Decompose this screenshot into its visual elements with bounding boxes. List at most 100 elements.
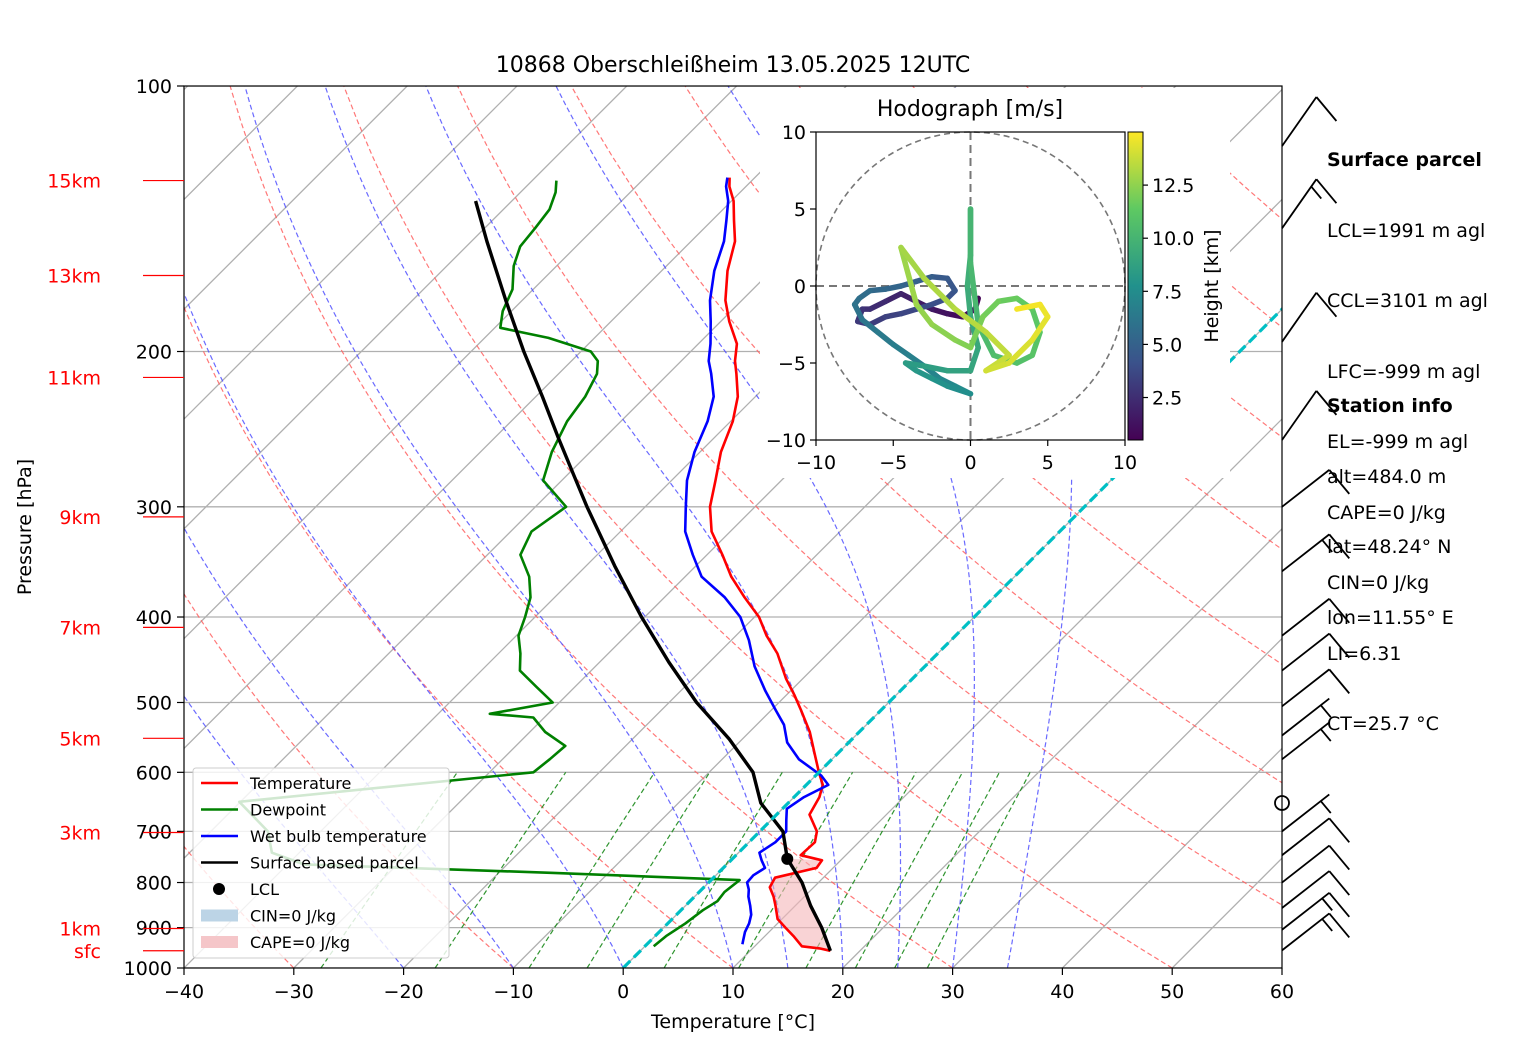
legend-label: LCL (250, 880, 279, 899)
hodograph-segment (875, 329, 896, 348)
legend-box (192, 767, 450, 959)
isotherm (1061, 747, 1282, 968)
moist-adiabat (184, 291, 624, 968)
parcel-info-line: LCL=1991 m agl (1327, 219, 1486, 242)
wind-barb (1274, 795, 1290, 811)
wind-barb (1281, 721, 1332, 761)
barb-flag (1328, 469, 1350, 495)
isotherm (184, 86, 847, 750)
pressure-tick-label: 400 (136, 607, 172, 629)
hodograph-segment (851, 301, 866, 323)
station-info-line: alt=484.0 m (1327, 465, 1447, 488)
wind-barb (1281, 598, 1350, 637)
series-wet-bulb-temperature (683, 177, 830, 945)
hodograph-segment (964, 283, 974, 320)
hodograph-background (760, 88, 1230, 478)
lcl-marker (781, 852, 794, 865)
series-surface-based-parcel (473, 200, 832, 952)
barb-shaft (1281, 870, 1330, 909)
height-tick-label: 3km (59, 822, 101, 844)
x-ticks: −40 −30 −20 −10 0 10 20 30 40 50 60 (164, 968, 1294, 1003)
cape-area (769, 858, 831, 951)
isotherm (184, 86, 408, 311)
mixing-ratio-line (434, 771, 567, 968)
hodograph-segment (952, 337, 974, 351)
isotherm (184, 86, 518, 420)
x-axis-label: Temperature [°C] (650, 1011, 815, 1033)
hodograph-segment (995, 295, 1020, 305)
barb-flag (1328, 845, 1350, 871)
hodograph-segment (913, 367, 935, 382)
series-temperature (708, 177, 831, 953)
parcel-info-panel: Surface parcel LCL=1991 m agl CCL=3101 m… (1327, 102, 1488, 760)
barb-shaft (1281, 721, 1330, 761)
hodograph-segment (921, 275, 958, 312)
height-tick-label: 7km (59, 617, 101, 639)
mixing-ratio-line (528, 771, 656, 968)
x-tick-label: 10 (721, 981, 745, 1003)
dry-adiabat (570, 86, 1282, 784)
hodograph-x-label: 10 (1113, 452, 1137, 474)
legend-swatch (201, 909, 238, 922)
pressure-tick-label: 300 (136, 497, 172, 519)
height-tick-label: sfc (74, 941, 101, 963)
height-tick-label: 9km (59, 507, 101, 529)
moist-adiabat (425, 86, 844, 968)
moist-adiabat (244, 86, 734, 968)
colorbar-tick-label: 10.0 (1152, 228, 1194, 250)
barb-shaft (1281, 892, 1330, 931)
hodograph-y-label: 0 (794, 276, 806, 298)
hodograph-segment (882, 290, 904, 305)
hodograph-segment (1029, 329, 1043, 359)
hodograph-y-label: −10 (766, 430, 806, 452)
hodograph-y-label: 10 (782, 122, 806, 144)
barb-shaft (1281, 844, 1330, 884)
barb-shaft (1281, 598, 1330, 637)
moist-adiabat (324, 86, 789, 968)
x-tick-label: −20 (384, 981, 424, 1003)
barb-shaft (1281, 96, 1318, 147)
mixing-ratio-line (926, 772, 1031, 968)
mixing-ratio-line (586, 771, 711, 968)
wind-barb (1281, 912, 1350, 952)
height-tick-label: 5km (59, 728, 101, 750)
wind-barb (1281, 870, 1350, 909)
x-tick-label: 30 (941, 981, 965, 1003)
hodograph-segment (913, 301, 935, 328)
hodograph-segment (1014, 352, 1036, 366)
pressure-tick-label: 100 (136, 76, 172, 98)
wind-barb (1281, 817, 1350, 856)
hodograph-segment (898, 244, 920, 308)
hodograph-segment (980, 298, 1002, 320)
pressure-tick-label: 1000 (124, 958, 172, 980)
wind-barb (1281, 793, 1332, 833)
mixing-ratio-line (663, 771, 783, 968)
wind-barb (1281, 390, 1338, 441)
barb-shaft (1281, 292, 1318, 343)
wind-barb (1281, 668, 1350, 708)
legend-label: Wet bulb temperature (250, 827, 427, 846)
colorbar-tick-label: 2.5 (1152, 388, 1182, 410)
barb-shaft (1281, 632, 1330, 672)
parcel-info-line: CT=25.7 °C (1327, 713, 1439, 735)
hodograph-segment (983, 360, 1012, 374)
wind-barb (1281, 632, 1350, 672)
parcel-info-line: CCL=3101 m agl (1327, 290, 1488, 312)
hodograph-y-label: 5 (794, 199, 806, 221)
hodograph-segment (921, 363, 951, 374)
barb-shaft (1281, 390, 1318, 441)
parcel-info-line: LFC=-999 m agl (1327, 360, 1481, 383)
wind-barb (1281, 292, 1338, 343)
x-tick-label: −40 (164, 981, 204, 1003)
hodograph-x-label: −10 (796, 452, 836, 474)
legend: Temperature Dewpoint Wet bulb temperature S… (192, 767, 450, 959)
legend-label: CAPE=0 J/kg (250, 933, 350, 952)
barb-flag (1315, 390, 1338, 416)
cape-cin-shading (769, 858, 831, 951)
barb-half-flag (1320, 728, 1332, 742)
hodograph-segment (983, 329, 1012, 359)
hodograph-segment (859, 317, 881, 335)
hodograph-segment (898, 244, 927, 282)
barb-shaft (1281, 817, 1330, 856)
